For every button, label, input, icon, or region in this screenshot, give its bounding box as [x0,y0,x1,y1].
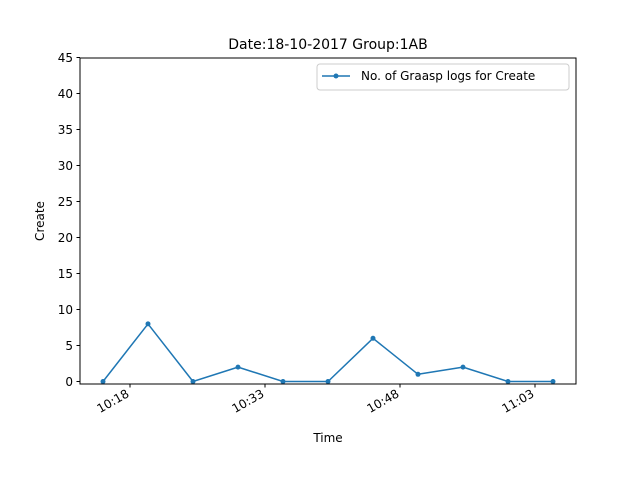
data-point [280,379,286,384]
data-point [370,335,376,341]
y-tick-label: 0 [65,375,73,389]
y-axis-label: Create [33,201,47,241]
y-tick-label: 5 [65,339,73,353]
x-axis: 10:18 10:33 10:48 11:03 [95,384,537,416]
chart-title: Date:18-10-2017 Group:1AB [228,37,427,53]
y-tick-label: 25 [58,195,73,209]
y-tick-label: 35 [58,123,73,137]
y-tick-label: 20 [58,231,73,245]
x-tick-label: 10:18 [95,386,132,415]
y-axis: 0 5 10 15 20 25 30 35 40 45 [58,51,80,389]
y-tick-label: 15 [58,267,73,281]
data-point [460,364,466,370]
plot-frame [79,57,577,385]
x-tick-label: 10:48 [365,386,402,415]
data-point [190,379,196,384]
y-tick-label: 45 [58,51,73,65]
legend: No. of Graasp logs for Create [316,63,570,91]
x-tick-label: 10:33 [230,386,267,415]
data-point [505,379,511,384]
legend-marker-sample [333,73,339,79]
data-point [100,379,106,384]
data-point [325,379,331,384]
x-tick-label: 11:03 [500,386,537,415]
legend-box [316,63,570,91]
series-line [102,323,553,383]
legend-label: No. of Graasp logs for Create [361,69,535,83]
y-tick-label: 30 [58,159,73,173]
x-axis-label: Time [312,431,342,445]
y-tick-label: 10 [58,303,73,317]
data-point [415,371,421,377]
data-point [235,364,241,370]
data-point [145,321,151,327]
y-tick-label: 40 [58,87,73,101]
series-layer [100,321,556,384]
data-point [550,379,556,384]
